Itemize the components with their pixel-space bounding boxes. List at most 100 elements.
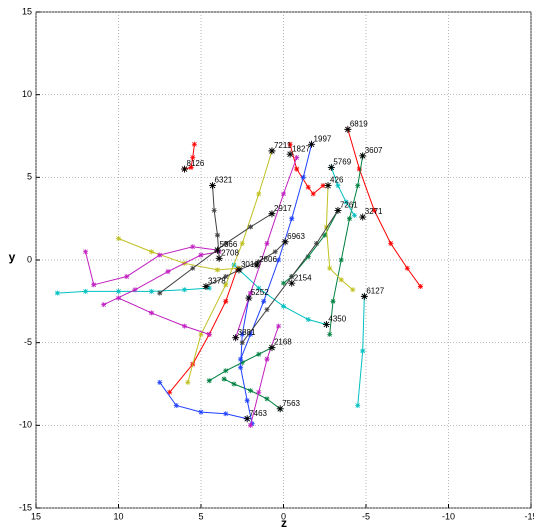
y-tick-label: 0: [27, 254, 32, 264]
start-marker: [253, 261, 261, 269]
point-marker: [221, 376, 227, 382]
y-tick-label: -15: [19, 502, 32, 512]
trajectory: [85, 246, 218, 286]
point-marker: [91, 282, 97, 288]
start-label: 5366: [220, 240, 238, 249]
point-marker: [238, 364, 244, 370]
x-tick-label: -15: [524, 511, 534, 521]
start-marker: [268, 344, 276, 352]
point-marker: [182, 323, 187, 329]
point-marker: [182, 287, 187, 293]
point-marker: [149, 310, 154, 316]
start-marker: [232, 334, 240, 342]
point-marker: [157, 290, 163, 296]
start-marker: [334, 206, 342, 214]
point-marker: [244, 398, 250, 404]
start-marker: [286, 150, 294, 158]
start-label: 1997: [314, 134, 332, 143]
start-marker: [276, 405, 284, 413]
point-marker: [215, 267, 220, 273]
point-marker: [310, 191, 316, 197]
point-marker: [335, 183, 341, 189]
start-label: 3018: [241, 260, 259, 269]
point-marker: [132, 287, 138, 293]
point-marker: [188, 164, 194, 170]
trajectory: [184, 144, 195, 170]
x-tick-label: 0: [281, 511, 286, 521]
point-marker: [206, 285, 212, 291]
trajectory: [347, 129, 421, 287]
point-marker: [248, 388, 253, 394]
trajectory: [118, 297, 210, 335]
point-marker: [305, 254, 311, 260]
point-marker: [276, 323, 282, 329]
x-tick-label: 10: [113, 511, 123, 521]
y-axis-label: y: [9, 250, 16, 264]
x-axis-label: z: [281, 516, 287, 530]
point-marker: [239, 331, 245, 337]
point-marker: [281, 191, 286, 197]
start-marker: [359, 213, 367, 221]
start-label: 2154: [294, 273, 312, 282]
start-marker: [235, 266, 243, 274]
trajectory: [329, 155, 364, 335]
point-marker: [343, 199, 349, 205]
start-label: 3378: [208, 277, 226, 286]
y-tick-label: -10: [19, 420, 32, 430]
point-marker: [248, 290, 253, 296]
y-tick-label: 15: [22, 6, 32, 16]
point-marker: [355, 183, 361, 189]
start-marker: [214, 246, 221, 254]
start-label: 7211: [274, 141, 292, 150]
start-label: 8126: [187, 159, 205, 168]
point-marker: [248, 422, 253, 428]
start-label: 5769: [333, 158, 351, 167]
start-label: 6321: [215, 176, 233, 185]
start-label: 7563: [282, 399, 300, 408]
x-tick-label: -5: [362, 511, 370, 521]
point-marker: [347, 216, 352, 222]
x-tick-label: 5: [198, 511, 203, 521]
point-marker: [83, 249, 88, 255]
point-marker: [223, 282, 229, 288]
point-marker: [320, 183, 326, 189]
point-marker: [191, 141, 197, 147]
point-marker: [256, 259, 262, 265]
point-marker: [305, 184, 311, 190]
point-marker: [101, 302, 107, 308]
point-marker: [350, 287, 356, 293]
start-marker: [324, 182, 332, 190]
point-marker: [256, 191, 262, 197]
point-marker: [239, 240, 245, 246]
point-marker: [248, 331, 253, 337]
point-marker: [294, 166, 300, 172]
point-marker: [417, 283, 423, 289]
y-tick-label: 5: [27, 172, 32, 182]
point-marker: [404, 265, 410, 271]
start-label: 6963: [287, 232, 305, 241]
point-marker: [264, 240, 270, 246]
point-marker: [223, 368, 229, 374]
point-marker: [281, 303, 286, 309]
point-marker: [239, 340, 245, 346]
y-tick-label: 10: [22, 89, 32, 99]
point-marker: [351, 212, 357, 218]
point-marker: [116, 295, 121, 301]
trajectory: [330, 167, 355, 216]
point-marker: [264, 356, 270, 362]
trajectory: [250, 325, 280, 426]
point-marker: [223, 298, 229, 304]
point-marker: [261, 298, 267, 304]
point-marker: [54, 290, 60, 296]
start-label: 2708: [221, 248, 239, 257]
start-label: 4350: [328, 315, 346, 324]
start-label: 1827: [292, 144, 310, 153]
start-label: 426: [330, 176, 344, 185]
point-marker: [167, 389, 173, 395]
point-marker: [371, 207, 377, 213]
point-marker: [190, 265, 196, 271]
start-label: 3607: [365, 146, 383, 155]
point-marker: [256, 285, 262, 291]
point-marker: [206, 378, 212, 384]
